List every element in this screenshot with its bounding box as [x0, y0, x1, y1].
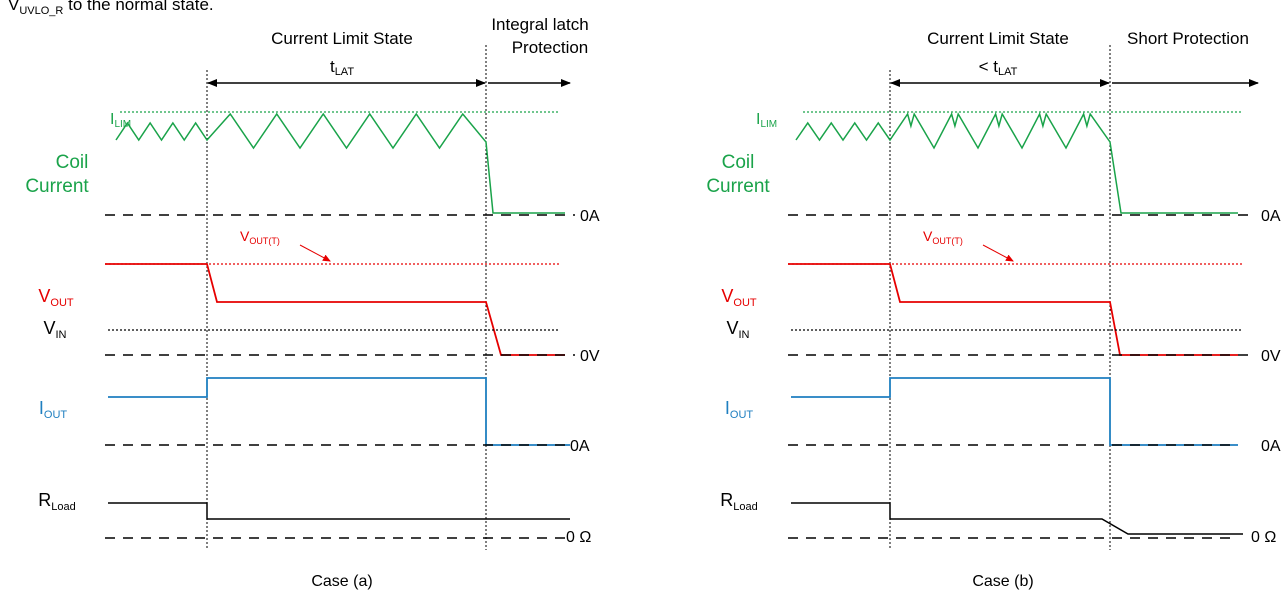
vin-label: VIN — [43, 318, 66, 341]
coil-current-trace — [115, 112, 565, 214]
iout-trace — [791, 377, 1238, 446]
vout-label: VOUT — [38, 286, 74, 309]
coil-zero-label: 0A — [580, 208, 600, 225]
coil-label-line2: Current — [25, 176, 89, 197]
iout-label: IOUT — [725, 398, 754, 421]
panel-a-lines — [105, 45, 575, 550]
rload-trace — [108, 502, 570, 520]
state2-title-line2: Protection — [512, 38, 589, 57]
panel-b: Current Limit State < tLAT Short Protect… — [706, 29, 1281, 590]
state1-duration: < tLAT — [979, 57, 1018, 78]
vin-label: VIN — [726, 318, 749, 341]
state2-title-line1: Integral latch — [491, 15, 588, 34]
ilim-label: ILIM — [756, 111, 777, 130]
ilim-label: ILIM — [110, 111, 131, 130]
rload-label: RLoad — [38, 490, 75, 513]
vout-zero-label: 0V — [580, 348, 600, 365]
rload-label: RLoad — [720, 490, 757, 513]
iout-zero-label: 0A — [570, 438, 590, 455]
iout-zero-label: 0A — [1261, 438, 1281, 455]
vout-t-label: VOUT(T) — [923, 228, 963, 246]
state1-title: Current Limit State — [271, 29, 413, 48]
rload-trace — [791, 502, 1243, 535]
vout-t-label: VOUT(T) — [240, 228, 280, 246]
intro-text: VUVLO_R to the normal state. — [8, 0, 214, 17]
load-zero-label: 0 Ω — [1251, 529, 1276, 546]
coil-label-line1: Coil — [722, 152, 755, 173]
iout-trace — [108, 377, 570, 446]
coil-label-line1: Coil — [56, 152, 89, 173]
case-caption: Case (b) — [972, 573, 1033, 590]
load-zero-label: 0 Ω — [566, 529, 591, 546]
state1-duration: tLAT — [330, 57, 354, 78]
vout-label: VOUT — [721, 286, 757, 309]
vout-t-pointer — [982, 244, 1014, 262]
vout-t-pointer — [299, 244, 331, 262]
state1-title: Current Limit State — [927, 29, 1069, 48]
panel-b-lines — [788, 45, 1259, 550]
panel-a: Current Limit State tLAT Integral latch … — [25, 15, 600, 590]
iout-label: IOUT — [39, 398, 68, 421]
coil-current-trace — [795, 111, 1238, 214]
state2-title-line1: Short Protection — [1127, 29, 1249, 48]
vout-trace — [105, 263, 565, 356]
coil-label-line2: Current — [706, 176, 770, 197]
case-caption: Case (a) — [311, 573, 372, 590]
coil-zero-label: 0A — [1261, 208, 1281, 225]
vout-zero-label: 0V — [1261, 348, 1281, 365]
vout-trace — [788, 263, 1238, 356]
